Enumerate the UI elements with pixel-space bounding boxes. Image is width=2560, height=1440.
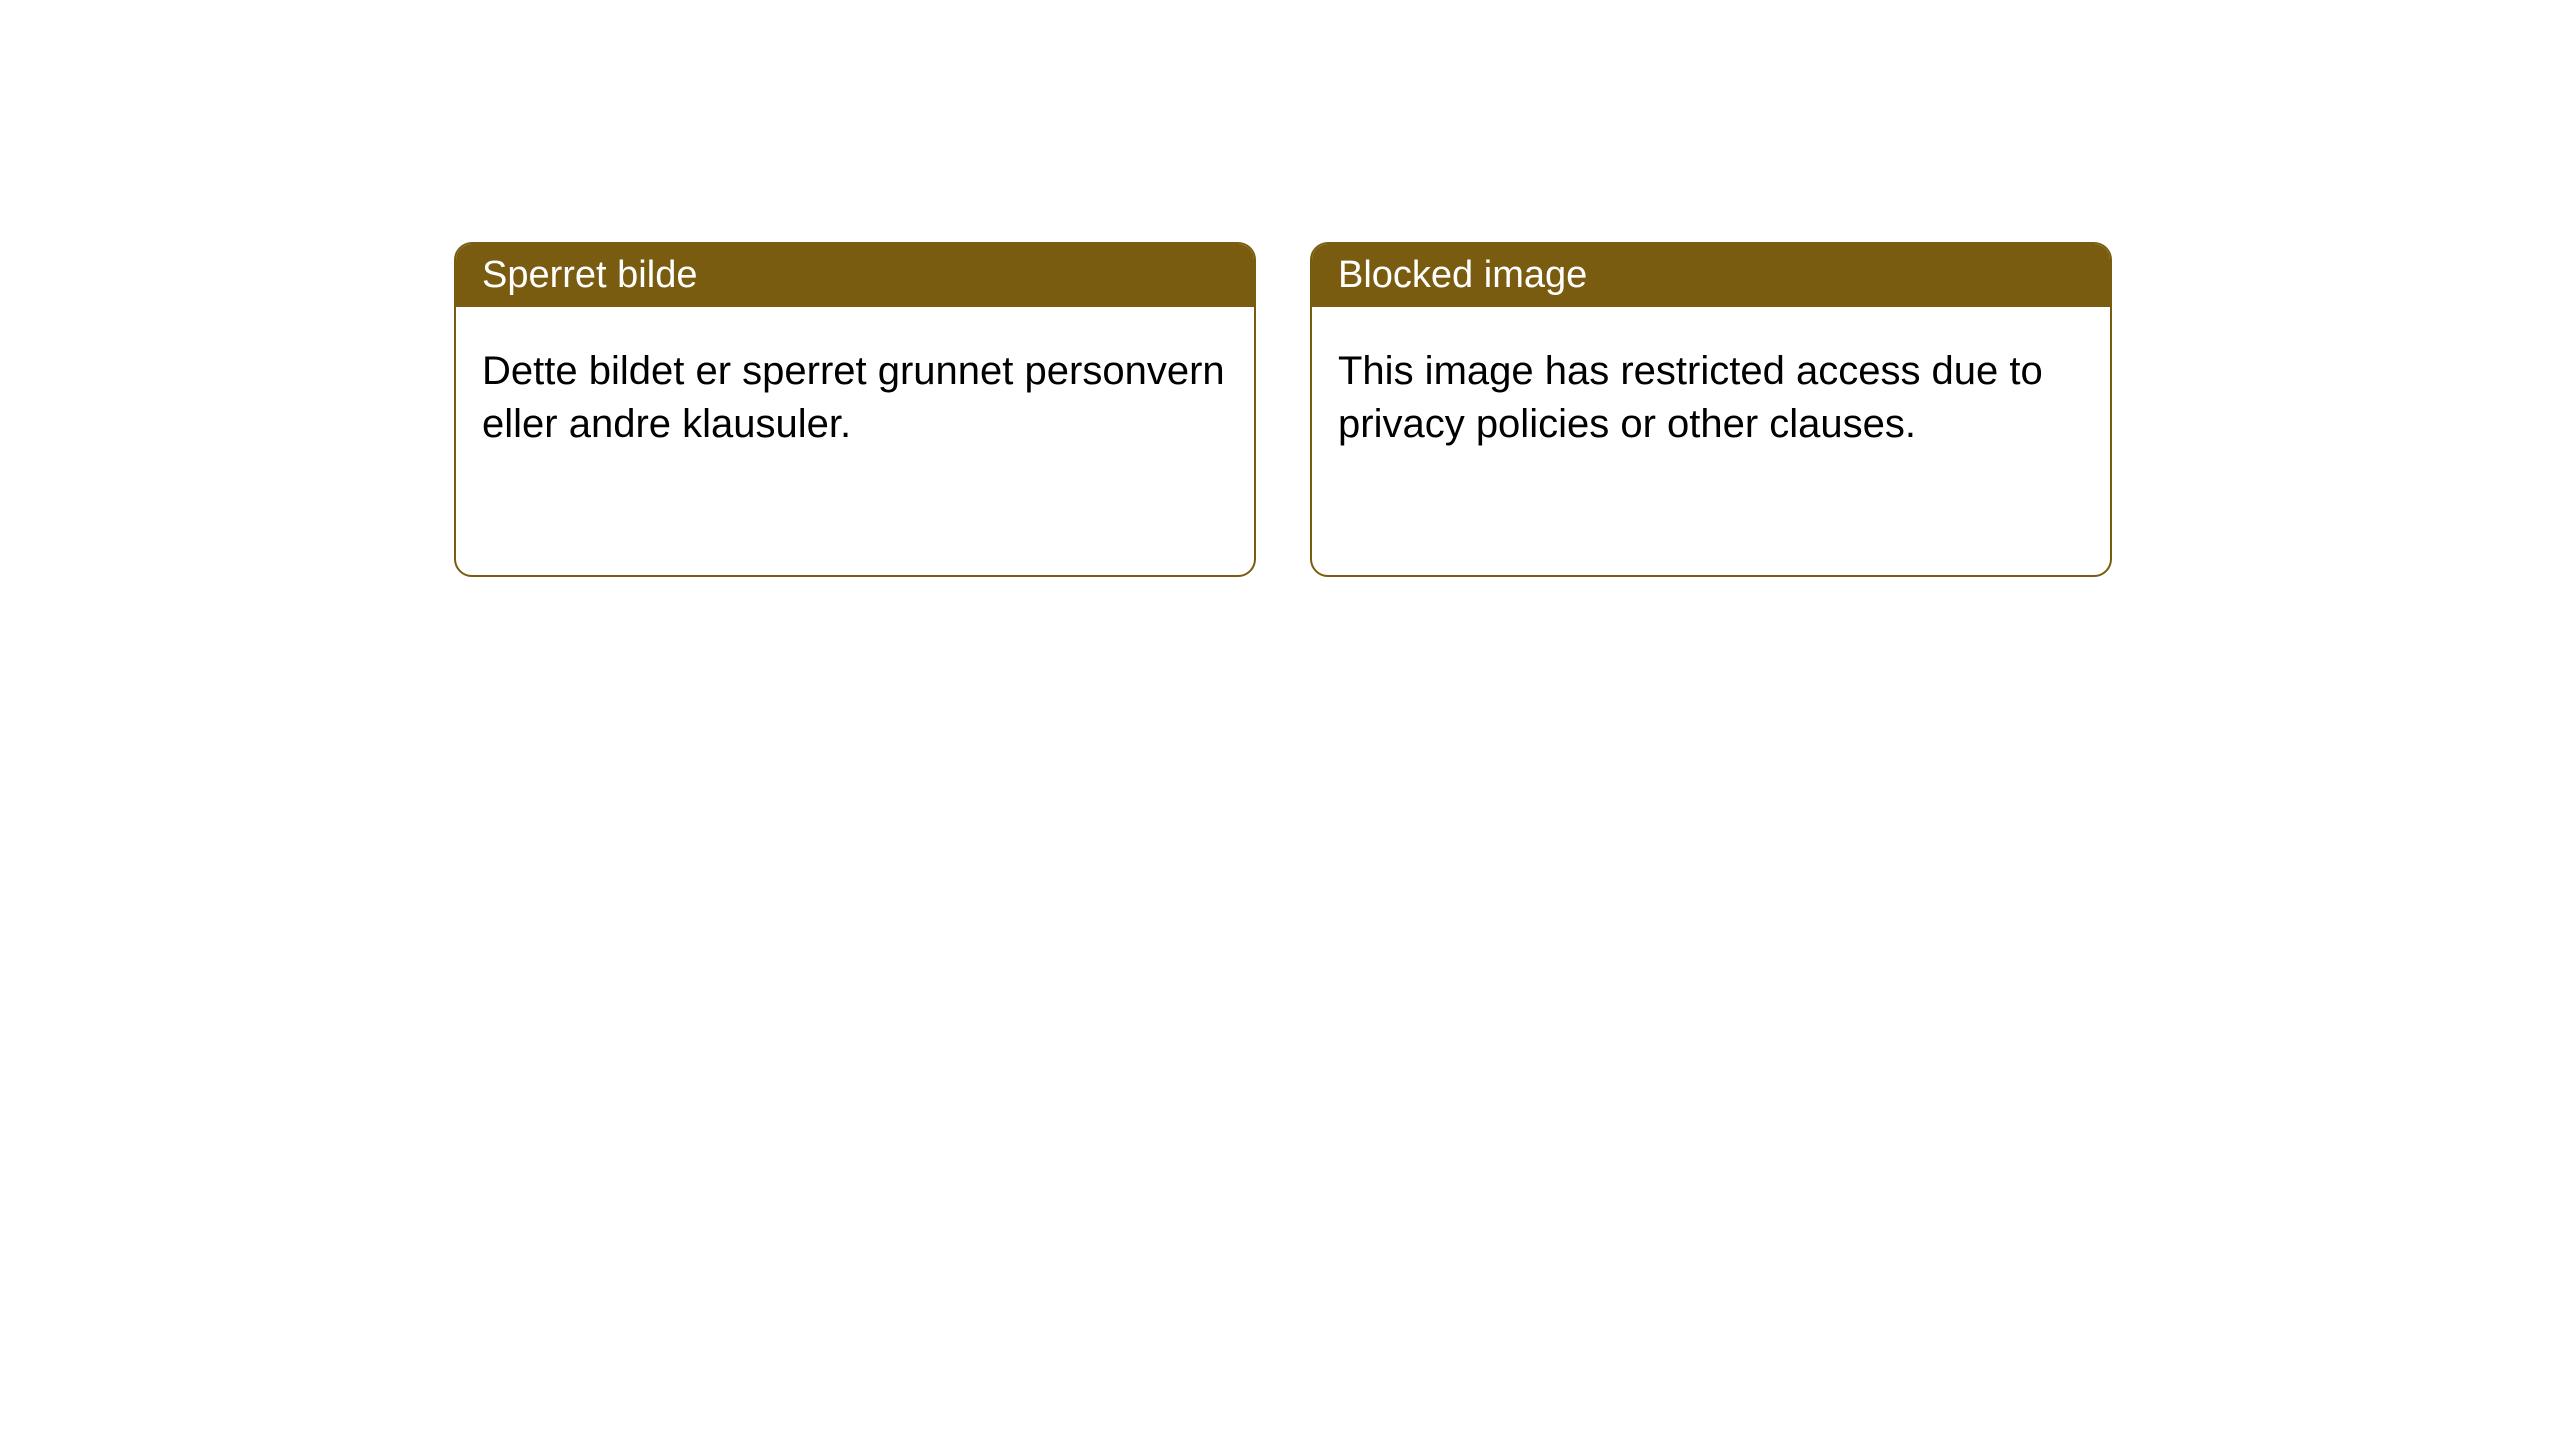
card-title: Sperret bilde [482,254,697,296]
card-body: Dette bildet er sperret grunnet personve… [456,307,1254,489]
cards-container: Sperret bilde Dette bildet er sperret gr… [0,0,2560,577]
card-header: Sperret bilde [456,244,1254,307]
card-title: Blocked image [1338,254,1587,296]
blocked-image-card-no: Sperret bilde Dette bildet er sperret gr… [454,242,1256,577]
card-body-text: This image has restricted access due to … [1338,349,2043,446]
card-body-text: Dette bildet er sperret grunnet personve… [482,349,1225,446]
card-body: This image has restricted access due to … [1312,307,2110,489]
blocked-image-card-en: Blocked image This image has restricted … [1310,242,2112,577]
card-header: Blocked image [1312,244,2110,307]
